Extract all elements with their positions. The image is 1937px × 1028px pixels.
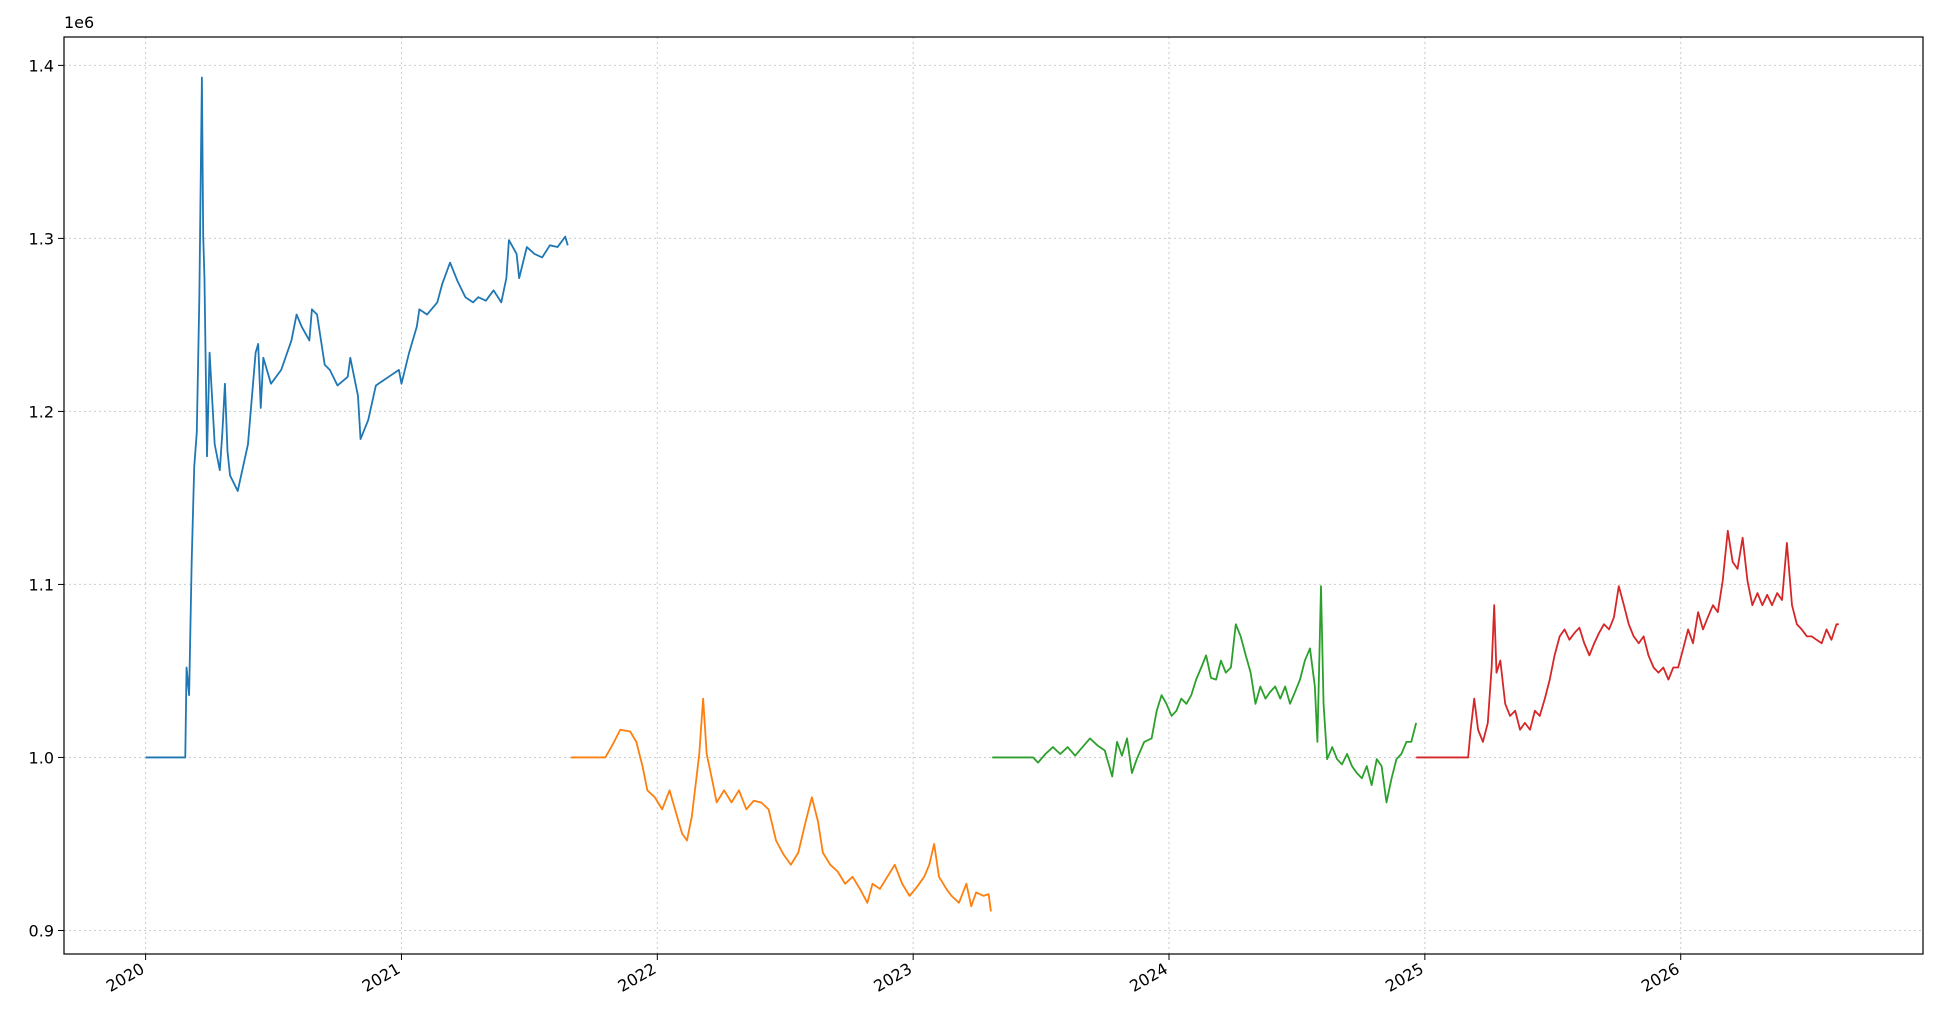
y-tick-label: 1.2: [29, 402, 54, 421]
line-series: [1416, 529, 1839, 759]
y-tick-label: 0.9: [29, 921, 54, 940]
y-tick-label: 1.1: [29, 575, 54, 594]
y-tick-label: 1.4: [29, 56, 54, 75]
line-series: [145, 76, 569, 759]
y-tick-label: 1.3: [29, 229, 54, 248]
line-series: [570, 697, 992, 912]
y-offset-text: 1e6: [64, 13, 94, 32]
y-tick-label: 1.0: [29, 748, 54, 767]
line-series: [992, 585, 1418, 804]
plot-frame: [63, 36, 1924, 955]
